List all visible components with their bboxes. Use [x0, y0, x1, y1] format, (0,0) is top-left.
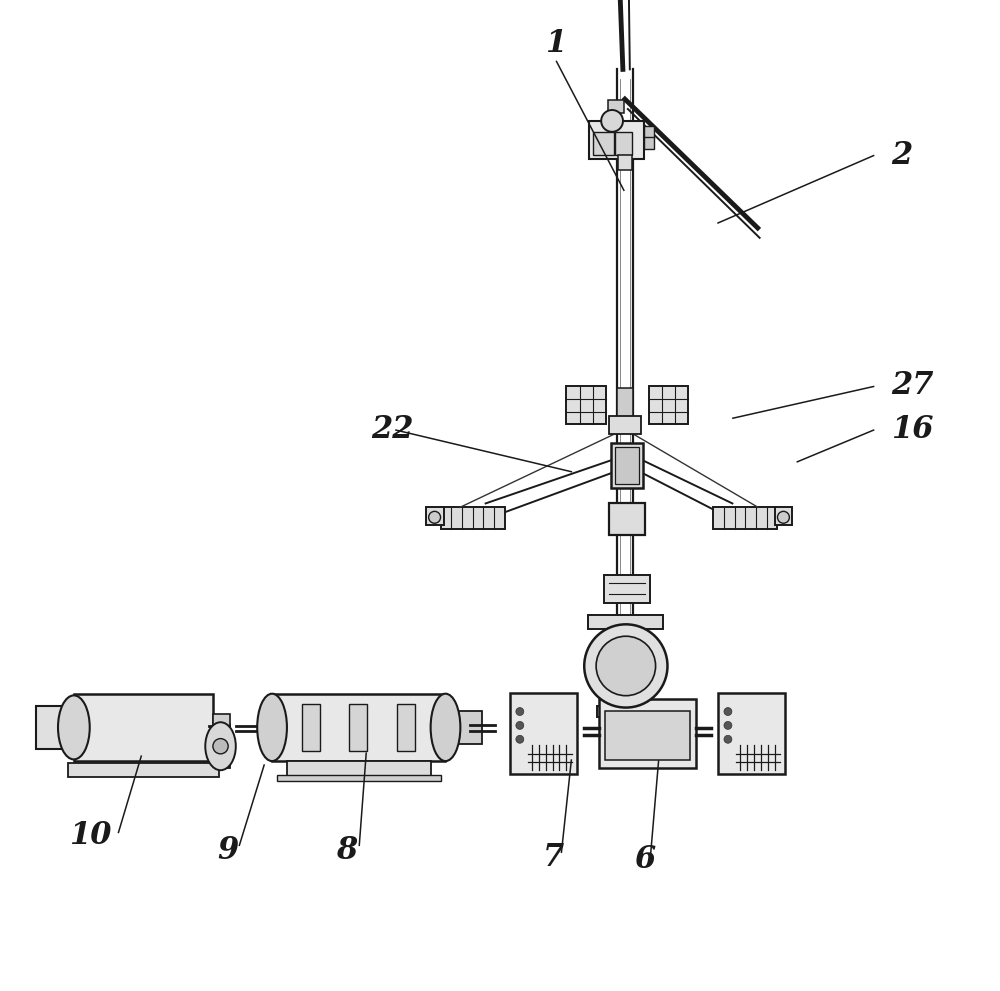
Bar [441, 507, 505, 529]
Circle shape [601, 110, 623, 132]
Text: 9: 9 [218, 835, 239, 866]
Circle shape [724, 721, 732, 729]
Bar [272, 694, 445, 761]
Bar [510, 693, 577, 774]
Bar [713, 507, 777, 529]
Bar [277, 775, 441, 781]
Bar [426, 507, 444, 525]
Bar [649, 386, 688, 424]
Bar [597, 706, 655, 717]
Circle shape [516, 735, 524, 743]
Text: 6: 6 [634, 844, 655, 875]
Ellipse shape [257, 694, 287, 761]
Bar [74, 694, 213, 761]
Bar [609, 416, 641, 434]
Bar [68, 763, 219, 777]
Bar [644, 126, 654, 138]
Bar [36, 706, 66, 749]
Ellipse shape [58, 696, 90, 759]
Text: 27: 27 [891, 371, 934, 401]
Bar [644, 138, 654, 150]
Bar [397, 704, 415, 751]
Bar [608, 100, 624, 113]
Circle shape [429, 511, 441, 523]
Text: 22: 22 [371, 414, 414, 445]
Bar [213, 714, 230, 741]
Text: 8: 8 [336, 835, 358, 866]
Bar [566, 386, 606, 424]
Bar [588, 615, 663, 629]
Bar [302, 704, 320, 751]
Bar [617, 388, 633, 422]
Bar [775, 507, 792, 525]
Circle shape [596, 636, 656, 696]
Bar [605, 711, 690, 760]
Text: 7: 7 [543, 842, 564, 873]
Circle shape [777, 511, 789, 523]
Bar [615, 447, 639, 484]
Bar [604, 575, 650, 603]
Circle shape [724, 708, 732, 716]
Bar [457, 711, 482, 744]
Bar [609, 503, 645, 535]
Bar [611, 443, 643, 488]
Circle shape [584, 624, 667, 708]
Text: 1: 1 [545, 28, 566, 58]
Bar [615, 132, 632, 155]
Circle shape [516, 721, 524, 729]
Circle shape [213, 738, 228, 754]
Ellipse shape [431, 694, 460, 761]
Bar [599, 699, 696, 768]
Text: 10: 10 [69, 821, 111, 851]
Bar [618, 155, 632, 170]
Ellipse shape [205, 722, 236, 770]
Bar [593, 132, 614, 155]
Bar [718, 693, 785, 774]
Bar [211, 724, 230, 768]
Circle shape [724, 735, 732, 743]
Bar [589, 121, 644, 159]
Text: 16: 16 [891, 414, 934, 445]
Bar [287, 761, 431, 777]
Circle shape [516, 708, 524, 716]
Bar [349, 704, 367, 751]
Text: 2: 2 [891, 140, 913, 170]
